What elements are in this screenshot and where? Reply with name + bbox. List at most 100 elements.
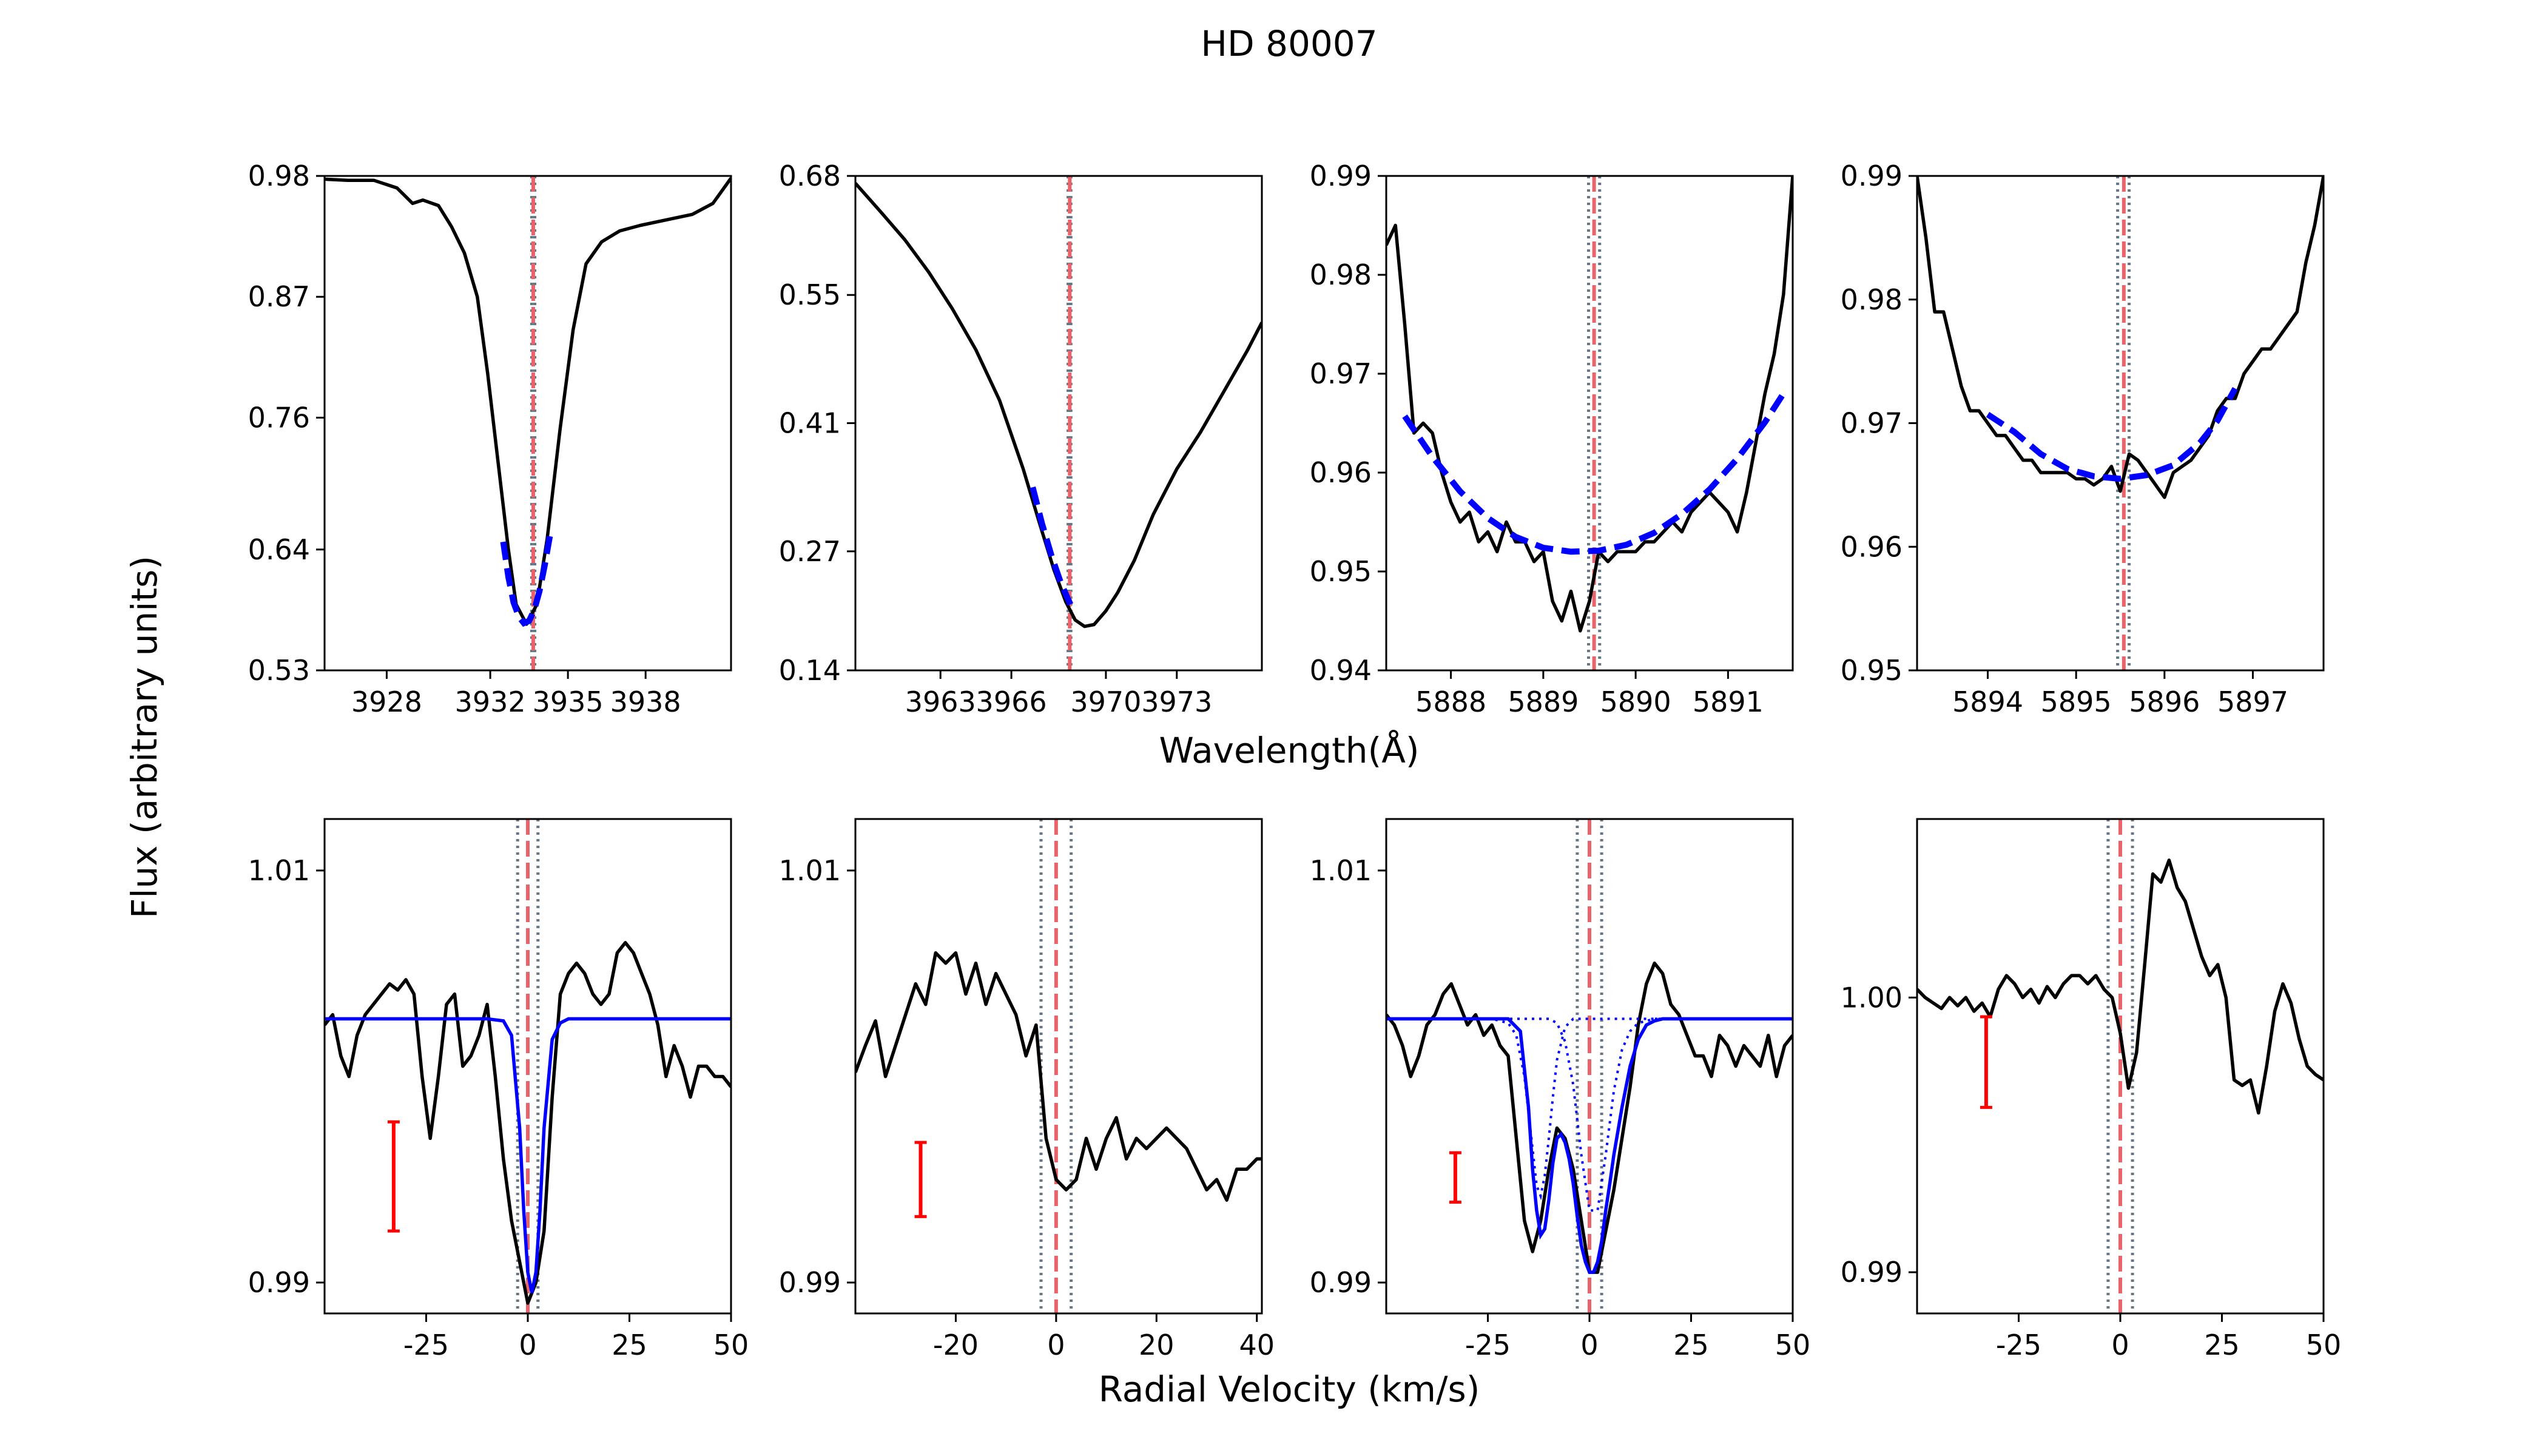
top-panel-3-y-tick-label-1: 0.94 (1310, 654, 1372, 687)
top-panel-1-x-tick-label-1: 3928 (351, 686, 422, 718)
top-panel-1-fit-line (500, 536, 553, 627)
bottom-panel-4-x-tick-label-4: 50 (2306, 1329, 2342, 1361)
top-panel-3-x-tick-label-2: 5889 (1508, 686, 1579, 718)
bottom-panel-1-fit-line (325, 1017, 731, 1293)
bottom-panel-2-y-tick-label-1: 0.99 (779, 1266, 841, 1299)
bottom-panel-2-x-tick-label-3: 20 (1139, 1329, 1175, 1361)
top-panel-4-plot-area (1917, 176, 2324, 670)
bottom-panel-3-x-tick-label-3: 25 (1673, 1329, 1709, 1361)
top-panel-4-y-tick-label-5: 0.99 (1841, 160, 1903, 192)
top-panel-2-frame (854, 175, 1263, 672)
top-panel-3-y-tick-label-5: 0.98 (1310, 258, 1372, 291)
bottom-panel-1-x-tick-label-3: 25 (612, 1329, 647, 1361)
top-panel-3-spectrum-line (1386, 176, 1793, 633)
bottom-panel-1-x-tick-label-4: 50 (713, 1329, 749, 1361)
top-panel-1-y-tick-label-1: 0.53 (248, 654, 310, 687)
top-panel-3-y-tick-label-3: 0.96 (1310, 456, 1372, 489)
top-panel-3: 5888 5889 5890 5891 0.94 0.95 0.96 0.97 0.98 0.99 (1310, 160, 1794, 718)
top-panel-1-y-tick-label-5: 0.98 (248, 160, 310, 192)
top-panel-3-y-tick-label-4: 0.97 (1310, 357, 1372, 390)
bottom-panel-1-spectrum-line (325, 941, 731, 1305)
top-panel-4-spectrum-line (1917, 176, 2324, 499)
top-panel-4-frame (1916, 175, 2325, 672)
top-panel-3-y-tick-label-2: 0.95 (1310, 555, 1372, 588)
top-panel-2-spectrum-line (855, 182, 1262, 629)
top-panel-4-x-tick-label-1: 5894 (1952, 686, 2023, 718)
top-panel-2-x-tick-label-2: 3966 (976, 686, 1047, 718)
top-panel-3-plot-area (1386, 176, 1793, 670)
top-panel-3-x-tick-label-3: 5890 (1600, 686, 1671, 718)
top-panel-1-x-tick-label-4: 3938 (610, 686, 681, 718)
bottom-panel-3: -25 0 25 50 0.99 1.01 (1310, 818, 1811, 1361)
top-panel-3-y-tick-label-6: 0.99 (1310, 160, 1372, 192)
top-panel-1-x-tick-label-2: 3932 (455, 686, 526, 718)
top-panel-2-plot-area (855, 176, 1262, 670)
bottom-panel-4-x-tick-label-2: 0 (2111, 1329, 2129, 1361)
bottom-x-axis-label: Radial Velocity (km/s) (1099, 1369, 1480, 1410)
top-panel-4-y-tick-label-2: 0.96 (1841, 530, 1903, 563)
bottom-panel-4: -25 0 25 50 0.99 1.00 (1841, 818, 2342, 1361)
top-panel-1: 3928 3932 3935 3938 0.53 0.64 0.76 0.87 0.98 (248, 160, 732, 718)
bottom-panel-3-x-tick-label-1: -25 (1465, 1329, 1511, 1361)
bottom-panel-1-y-tick-label-2: 1.01 (248, 854, 310, 887)
top-panel-1-y-tick-label-2: 0.64 (248, 533, 310, 566)
bottom-panel-2-x-tick-label-1: -20 (933, 1329, 979, 1361)
bottom-panel-1-x-tick-label-1: -25 (403, 1329, 449, 1361)
bottom-panel-1-plot-area (325, 819, 731, 1313)
top-panel-2-y-tick-label-2: 0.27 (779, 535, 841, 568)
bottom-panel-4-y-tick-label-1: 0.99 (1841, 1256, 1903, 1289)
top-panel-4-fit-line (1986, 386, 2238, 482)
bottom-panel-4-spectrum-line (1917, 858, 2324, 1115)
top-panel-2-y-tick-label-5: 0.68 (779, 160, 841, 192)
top-panel-4-x-tick-label-2: 5895 (2041, 686, 2112, 718)
top-panel-1-x-tick-label-3: 3935 (533, 686, 604, 718)
bottom-panel-3-component-1-line (1386, 1017, 1793, 1201)
figure-title: HD 80007 (1201, 23, 1377, 64)
top-panel-3-x-tick-label-1: 5888 (1415, 686, 1486, 718)
bottom-panel-2-frame (854, 818, 1263, 1315)
y-axis-label: Flux (arbitrary units) (124, 556, 165, 918)
top-panel-2-x-tick-label-4: 3973 (1141, 686, 1212, 718)
bottom-panel-2: -20 0 20 40 0.99 1.01 (779, 818, 1275, 1361)
top-panel-1-spectrum-line (325, 177, 731, 626)
top-panel-3-fit-line (1402, 391, 1787, 555)
bottom-panel-3-y-tick-label-1: 0.99 (1310, 1266, 1372, 1299)
top-panel-2-x-tick-label-1: 3963 (905, 686, 976, 718)
bottom-panel-3-plot-area (1386, 819, 1793, 1313)
top-panel-3-x-tick-label-4: 5891 (1693, 686, 1764, 718)
panels: 3928 3932 3935 3938 0.53 0.64 0.76 0.87 0.98 3963… (248, 160, 2342, 1361)
top-panel-4-x-tick-label-4: 5897 (2217, 686, 2288, 718)
top-panel-2: 3963 3966 3970 3973 0.14 0.27 0.41 0.55 0.68 (779, 160, 1263, 718)
bottom-panel-2-x-tick-label-4: 40 (1239, 1329, 1275, 1361)
top-panel-2-y-tick-label-3: 0.41 (779, 407, 841, 440)
top-panel-4-y-tick-label-4: 0.98 (1841, 283, 1903, 316)
top-panel-2-y-tick-label-4: 0.55 (779, 278, 841, 311)
top-panel-1-frame (323, 175, 732, 672)
bottom-panel-2-y-tick-label-2: 1.01 (779, 854, 841, 887)
top-panel-4-x-tick-label-3: 5896 (2129, 686, 2200, 718)
bottom-panel-3-y-tick-label-2: 1.01 (1310, 854, 1372, 887)
top-panel-2-x-tick-label-3: 3970 (1070, 686, 1141, 718)
bottom-panel-4-x-tick-label-1: -25 (1996, 1329, 2041, 1361)
top-panel-1-plot-area (325, 176, 731, 670)
top-x-axis-label: Wavelength(Å) (1159, 729, 1420, 771)
top-panel-1-y-tick-label-4: 0.87 (248, 280, 310, 313)
bottom-panel-3-x-tick-label-4: 50 (1775, 1329, 1811, 1361)
bottom-panel-2-plot-area (855, 819, 1262, 1313)
bottom-panel-1-x-tick-label-2: 0 (519, 1329, 536, 1361)
top-panel-4: 5894 5895 5896 5897 0.95 0.96 0.97 0.98 0.99 (1841, 160, 2325, 718)
bottom-panel-2-x-tick-label-2: 0 (1047, 1329, 1065, 1361)
bottom-panel-4-y-tick-label-2: 1.00 (1841, 981, 1903, 1014)
top-panel-2-fit-line (1030, 486, 1074, 606)
top-panel-4-y-tick-label-1: 0.95 (1841, 654, 1903, 687)
top-panel-3-frame (1385, 175, 1794, 672)
bottom-panel-4-x-tick-label-3: 25 (2204, 1329, 2240, 1361)
bottom-panel-3-fit-line (1386, 1017, 1793, 1274)
bottom-panel-3-x-tick-label-2: 0 (1580, 1329, 1598, 1361)
top-panel-2-y-tick-label-1: 0.14 (779, 654, 841, 687)
bottom-panel-2-spectrum-line (855, 951, 1262, 1202)
top-panel-4-y-tick-label-3: 0.97 (1841, 407, 1903, 440)
top-panel-1-y-tick-label-3: 0.76 (248, 401, 310, 434)
bottom-panel-1-y-tick-label-1: 0.99 (248, 1266, 310, 1299)
